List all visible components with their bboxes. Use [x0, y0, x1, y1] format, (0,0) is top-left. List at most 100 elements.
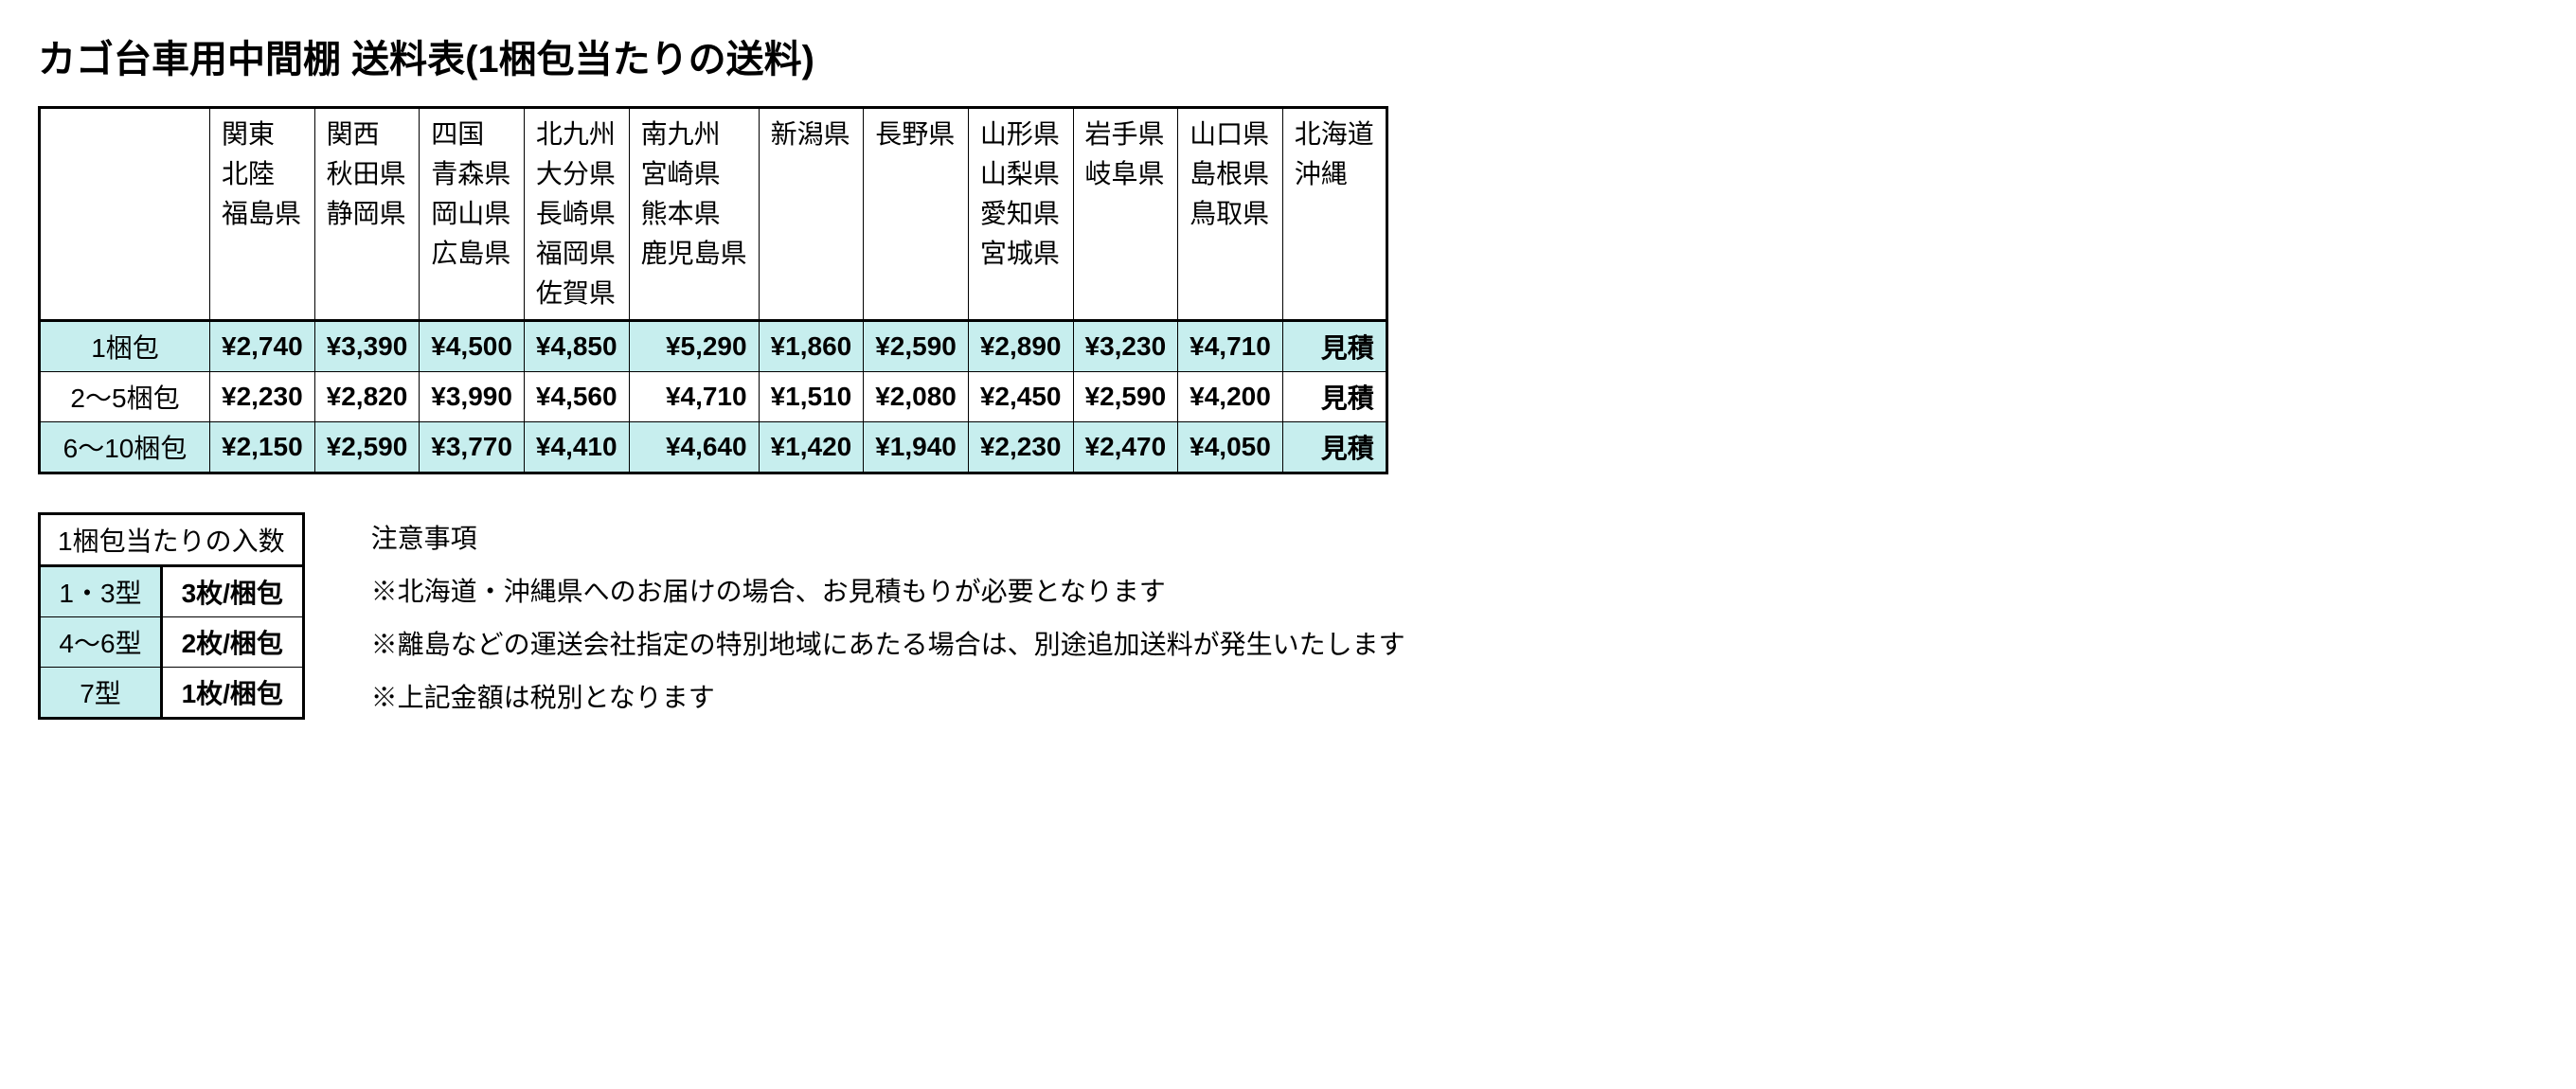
notes-heading: 注意事項 — [371, 512, 1405, 565]
price-cell: 見積 — [1282, 372, 1386, 422]
region-line: 北九州 — [536, 115, 617, 154]
region-line: 山口県 — [1190, 115, 1271, 154]
pack-table: 1梱包当たりの入数 1・3型3枚/梱包4～6型2枚/梱包7型1枚/梱包 — [38, 512, 305, 720]
shipping-table-body: 1梱包¥2,740¥3,390¥4,500¥4,850¥5,290¥1,860¥… — [40, 321, 1387, 473]
price-cell: ¥2,740 — [210, 321, 315, 372]
price-cell: ¥4,710 — [629, 372, 759, 422]
table-row: 6～10梱包¥2,150¥2,590¥3,770¥4,410¥4,640¥1,4… — [40, 422, 1387, 473]
notes-items: ※北海道・沖縄県へのお届けの場合、お見積もりが必要となります※離島などの運送会社… — [371, 565, 1405, 724]
region-header: 長野県 — [864, 108, 969, 321]
price-cell: ¥2,230 — [210, 372, 315, 422]
pack-value: 2枚/梱包 — [161, 617, 303, 668]
region-header: 新潟県 — [759, 108, 864, 321]
price-cell: ¥3,230 — [1073, 321, 1178, 372]
pack-row: 1・3型3枚/梱包 — [40, 566, 304, 617]
price-cell: ¥5,290 — [629, 321, 759, 372]
pack-table-caption: 1梱包当たりの入数 — [40, 514, 304, 566]
notes-block: 注意事項 ※北海道・沖縄県へのお届けの場合、お見積もりが必要となります※離島など… — [371, 512, 1405, 724]
price-cell: ¥4,850 — [524, 321, 629, 372]
price-cell: ¥1,860 — [759, 321, 864, 372]
region-line: 岩手県 — [1085, 115, 1167, 154]
region-line: 青森県 — [431, 154, 512, 194]
header-blank — [40, 108, 210, 321]
region-line: 福島県 — [222, 194, 303, 234]
price-cell: ¥4,200 — [1178, 372, 1283, 422]
note-item: ※上記金額は税別となります — [371, 671, 1405, 724]
price-cell: ¥3,390 — [314, 321, 420, 372]
region-header: 北九州大分県長崎県福岡県佐賀県 — [524, 108, 629, 321]
region-line: 愛知県 — [980, 194, 1062, 234]
price-cell: ¥1,420 — [759, 422, 864, 473]
region-line: 岡山県 — [431, 194, 512, 234]
pack-row: 4～6型2枚/梱包 — [40, 617, 304, 668]
region-line: 南九州 — [641, 115, 747, 154]
table-row: 2～5梱包¥2,230¥2,820¥3,990¥4,560¥4,710¥1,51… — [40, 372, 1387, 422]
region-line: 山形県 — [980, 115, 1062, 154]
region-line: 宮崎県 — [641, 154, 747, 194]
pack-table-body: 1・3型3枚/梱包4～6型2枚/梱包7型1枚/梱包 — [40, 566, 304, 719]
region-header: 山形県山梨県愛知県宮城県 — [968, 108, 1073, 321]
region-line: 福岡県 — [536, 234, 617, 274]
table-row: 1梱包¥2,740¥3,390¥4,500¥4,850¥5,290¥1,860¥… — [40, 321, 1387, 372]
region-line: 島根県 — [1190, 154, 1271, 194]
price-cell: ¥3,990 — [420, 372, 525, 422]
region-line: 熊本県 — [641, 194, 747, 234]
price-cell: ¥2,080 — [864, 372, 969, 422]
price-cell: ¥2,230 — [968, 422, 1073, 473]
region-line: 宮城県 — [980, 234, 1062, 274]
region-header: 関東北陸福島県 — [210, 108, 315, 321]
pack-label: 7型 — [40, 668, 162, 719]
price-cell: ¥2,820 — [314, 372, 420, 422]
region-line: 鹿児島県 — [641, 234, 747, 274]
region-line: 北陸 — [222, 154, 303, 194]
pack-value: 3枚/梱包 — [161, 566, 303, 617]
region-line: 広島県 — [431, 234, 512, 274]
pack-label: 1・3型 — [40, 566, 162, 617]
region-line: 新潟県 — [771, 115, 852, 154]
region-line: 大分県 — [536, 154, 617, 194]
region-line: 関西 — [327, 115, 408, 154]
price-cell: 見積 — [1282, 422, 1386, 473]
region-line: 北海道 — [1295, 115, 1374, 154]
shipping-table: 関東北陸福島県関西秋田県静岡県四国青森県岡山県広島県北九州大分県長崎県福岡県佐賀… — [38, 106, 1388, 474]
region-line: 佐賀県 — [536, 274, 617, 313]
region-line: 沖縄 — [1295, 154, 1374, 194]
region-header: 南九州宮崎県熊本県鹿児島県 — [629, 108, 759, 321]
price-cell: ¥4,050 — [1178, 422, 1283, 473]
region-line: 静岡県 — [327, 194, 408, 234]
note-item: ※離島などの運送会社指定の特別地域にあたる場合は、別途追加送料が発生いたします — [371, 618, 1405, 671]
pack-value: 1枚/梱包 — [161, 668, 303, 719]
price-cell: ¥4,500 — [420, 321, 525, 372]
price-cell: ¥4,640 — [629, 422, 759, 473]
row-label: 2～5梱包 — [40, 372, 210, 422]
note-item: ※北海道・沖縄県へのお届けの場合、お見積もりが必要となります — [371, 565, 1405, 618]
region-header: 岩手県岐阜県 — [1073, 108, 1178, 321]
pack-row: 7型1枚/梱包 — [40, 668, 304, 719]
price-cell: ¥2,470 — [1073, 422, 1178, 473]
price-cell: ¥4,560 — [524, 372, 629, 422]
row-label: 6～10梱包 — [40, 422, 210, 473]
page-title: カゴ台車用中間棚 送料表(1梱包当たりの送料) — [38, 28, 2538, 83]
price-cell: ¥2,890 — [968, 321, 1073, 372]
region-line: 四国 — [431, 115, 512, 154]
region-line: 長野県 — [875, 115, 957, 154]
region-line: 山梨県 — [980, 154, 1062, 194]
region-line: 鳥取県 — [1190, 194, 1271, 234]
region-header-row: 関東北陸福島県関西秋田県静岡県四国青森県岡山県広島県北九州大分県長崎県福岡県佐賀… — [40, 108, 1387, 321]
price-cell: ¥2,450 — [968, 372, 1073, 422]
price-cell: ¥2,590 — [864, 321, 969, 372]
price-cell: ¥4,710 — [1178, 321, 1283, 372]
price-cell: 見積 — [1282, 321, 1386, 372]
price-cell: ¥2,590 — [314, 422, 420, 473]
price-cell: ¥1,510 — [759, 372, 864, 422]
region-header: 北海道沖縄 — [1282, 108, 1386, 321]
row-label: 1梱包 — [40, 321, 210, 372]
region-header: 山口県島根県鳥取県 — [1178, 108, 1283, 321]
price-cell: ¥1,940 — [864, 422, 969, 473]
region-line: 岐阜県 — [1085, 154, 1167, 194]
price-cell: ¥2,590 — [1073, 372, 1178, 422]
region-line: 長崎県 — [536, 194, 617, 234]
price-cell: ¥2,150 — [210, 422, 315, 473]
price-cell: ¥3,770 — [420, 422, 525, 473]
pack-label: 4～6型 — [40, 617, 162, 668]
